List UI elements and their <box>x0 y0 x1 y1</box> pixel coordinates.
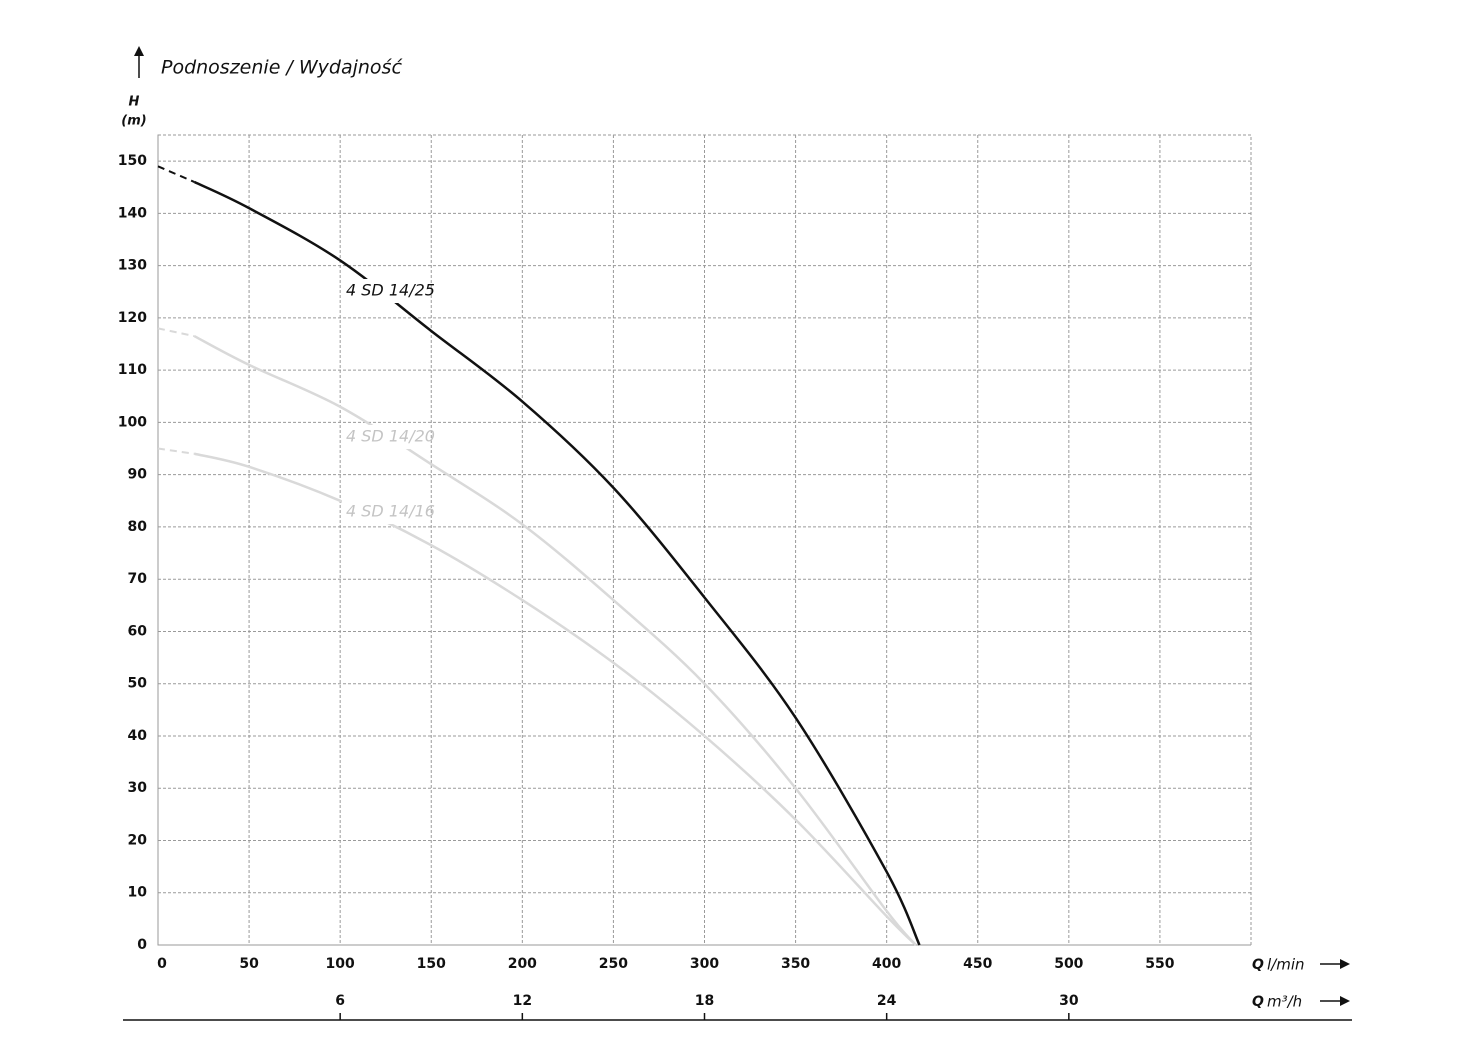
label-gap <box>342 500 428 524</box>
y-tick-label: 140 <box>118 205 147 221</box>
y-tick-label: 110 <box>118 362 147 378</box>
line-series <box>194 452 917 946</box>
y-axis-symbol: H <box>129 95 140 110</box>
x2-tick-label: 6 <box>335 993 345 1009</box>
y-tick-label: 40 <box>128 728 148 744</box>
label-gap <box>342 279 428 303</box>
x2-axis-symbol: Q <box>1252 994 1264 1010</box>
y-tick-label: 130 <box>118 258 147 274</box>
x-axis-symbol: Q <box>1252 957 1264 973</box>
y-tick-label: 70 <box>128 571 148 587</box>
x-tick-label: 450 <box>963 956 992 972</box>
x-tick-label: 500 <box>1054 956 1083 972</box>
x-tick-label: 300 <box>690 956 719 972</box>
x2-axis-unit: m³/h <box>1267 993 1302 1011</box>
x2-tick-label: 30 <box>1059 993 1079 1009</box>
x2-tick-label: 18 <box>695 993 714 1009</box>
series-label: 4 SD 14/25 <box>346 281 435 300</box>
y-axis-unit: (m) <box>121 114 146 129</box>
line-series <box>193 180 921 946</box>
series-label: 4 SD 14/16 <box>346 502 435 521</box>
x-arrow-head <box>1340 959 1350 969</box>
line-extrapolated <box>157 165 195 183</box>
y-tick-label: 30 <box>128 780 148 796</box>
x2-arrow-head <box>1340 996 1350 1006</box>
x-tick-label: 350 <box>781 956 810 972</box>
y-tick-label: 10 <box>128 885 148 901</box>
y-tick-label: 120 <box>118 310 147 326</box>
y-tick-label: 0 <box>137 937 147 953</box>
x-tick-label: 200 <box>508 956 537 972</box>
x-tick-label: 0 <box>157 956 167 972</box>
y-tick-label: 100 <box>118 414 147 430</box>
x-tick-label: 100 <box>326 956 355 972</box>
line-extrapolated <box>157 327 195 338</box>
x-axis-unit: l/min <box>1267 956 1305 974</box>
x-tick-label: 250 <box>599 956 628 972</box>
y-tick-label: 80 <box>128 519 148 535</box>
line-extrapolated <box>157 447 195 455</box>
x-tick-label: 400 <box>872 956 901 972</box>
y-tick-label: 20 <box>128 832 148 848</box>
y-tick-label: 50 <box>128 676 148 692</box>
y-tick-label: 150 <box>118 153 147 169</box>
y-arrow-head <box>134 46 144 56</box>
label-gap <box>342 425 428 449</box>
x-tick-label: 50 <box>239 956 259 972</box>
x-tick-label: 550 <box>1145 956 1174 972</box>
chart-title: Podnoszenie / Wydajność <box>161 57 403 79</box>
x-tick-label: 150 <box>417 956 446 972</box>
line-series <box>193 335 917 946</box>
y-tick-label: 90 <box>128 467 148 483</box>
y-tick-label: 60 <box>128 623 148 639</box>
x2-tick-label: 12 <box>513 993 532 1009</box>
x2-tick-label: 24 <box>877 993 897 1009</box>
series-label: 4 SD 14/20 <box>346 427 435 446</box>
